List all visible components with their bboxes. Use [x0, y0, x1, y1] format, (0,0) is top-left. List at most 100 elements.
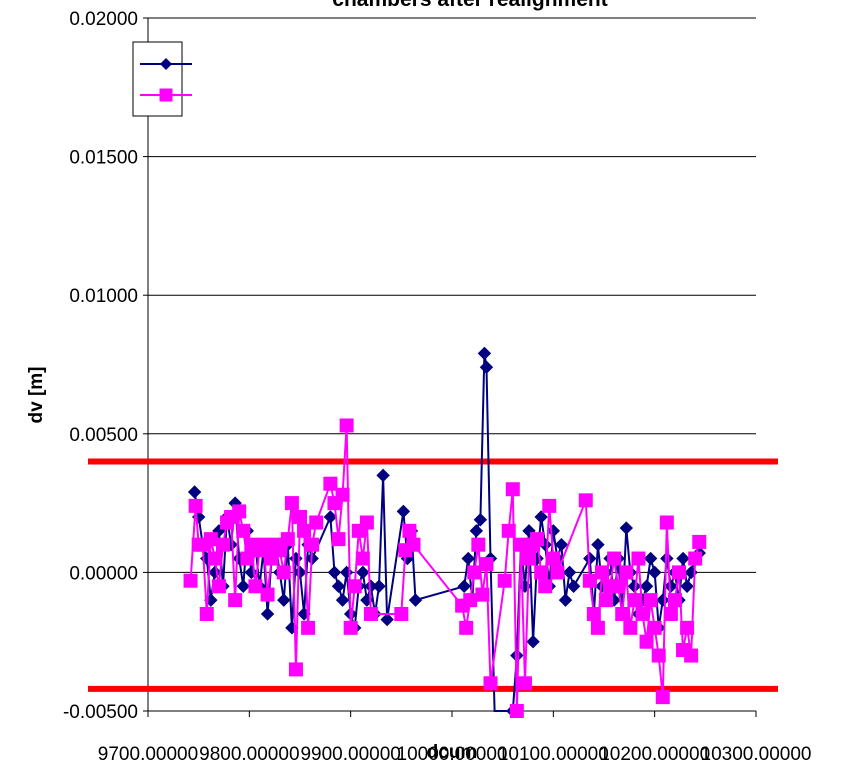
data-point	[473, 513, 488, 527]
y-tick-label: 0.00500	[69, 425, 138, 446]
data-point	[215, 537, 230, 552]
data-point	[554, 537, 569, 552]
data-point	[566, 579, 581, 593]
data-point	[228, 593, 243, 608]
data-point	[236, 579, 250, 593]
data-point	[372, 579, 386, 593]
legend-marker-1	[159, 88, 173, 102]
data-point	[323, 476, 338, 491]
data-point	[505, 482, 520, 497]
y-axis-label: dv [m]	[26, 367, 47, 424]
data-point	[335, 487, 350, 502]
data-point	[591, 537, 605, 552]
data-point	[509, 704, 524, 718]
data-point	[469, 524, 484, 538]
x-tick-label: 10300.00000	[701, 744, 812, 764]
data-point	[394, 606, 409, 621]
data-point	[582, 573, 597, 588]
data-point	[497, 573, 512, 588]
data-point	[232, 504, 247, 519]
data-point	[586, 606, 601, 621]
data-point	[619, 565, 634, 580]
data-point	[647, 565, 662, 580]
data-point	[477, 346, 492, 361]
data-point	[293, 565, 307, 580]
data-point	[461, 551, 475, 566]
data-point	[406, 537, 421, 552]
data-point	[248, 579, 263, 594]
data-point	[309, 515, 324, 530]
x-tick-label: 9800.00000	[199, 744, 299, 764]
data-point	[471, 537, 486, 552]
data-point	[463, 593, 478, 608]
data-point	[643, 551, 658, 566]
data-point	[331, 579, 346, 593]
data-point	[376, 468, 390, 483]
data-point	[534, 510, 548, 524]
data-point	[479, 557, 494, 572]
x-tick-label: 10000.00000	[397, 744, 508, 764]
data-point	[590, 620, 605, 635]
data-point	[643, 593, 658, 608]
data-point	[615, 606, 630, 621]
data-point	[305, 537, 320, 552]
y-tick-label: 0.02000	[69, 9, 138, 30]
data-point	[475, 587, 490, 602]
data-point	[522, 551, 537, 566]
data-point	[619, 521, 634, 535]
data-point	[692, 534, 707, 549]
x-tick-label: 9900.00000	[300, 744, 400, 764]
legend	[132, 41, 192, 117]
data-point	[479, 360, 494, 374]
data-point	[550, 565, 565, 580]
data-point	[199, 606, 214, 621]
data-point	[240, 551, 255, 566]
data-point	[594, 565, 609, 580]
data-point	[671, 565, 686, 580]
x-tick-labels: 9700.00000 9800.00000 9900.0000010000.0000…	[98, 711, 812, 764]
plot-area	[88, 17, 778, 718]
data-point	[659, 515, 674, 530]
data-point	[207, 551, 222, 566]
data-point	[611, 579, 626, 594]
data-point	[647, 620, 662, 635]
data-point	[380, 612, 394, 627]
y-tick-labels: -0.00500 0.00000 0.00500 0.01000 0.01500 0.02…	[63, 9, 148, 723]
data-point	[517, 676, 532, 691]
data-point	[327, 565, 342, 580]
data-point	[402, 523, 417, 538]
data-point	[335, 593, 350, 607]
data-point	[297, 523, 312, 538]
data-point	[562, 565, 577, 580]
data-point	[260, 587, 275, 602]
y-tick-label: 0.01000	[69, 286, 138, 307]
data-point	[331, 532, 346, 547]
data-point	[526, 634, 540, 649]
data-point	[339, 418, 354, 433]
data-point	[396, 504, 411, 519]
data-point	[276, 565, 291, 580]
data-point	[546, 551, 561, 566]
data-point	[187, 485, 202, 499]
y-tick-label: 0.01500	[69, 148, 138, 169]
data-point	[538, 579, 553, 594]
data-point	[578, 493, 593, 508]
data-point	[280, 532, 295, 547]
legend-items	[140, 58, 192, 102]
data-point	[627, 593, 642, 608]
data-point	[651, 648, 666, 663]
data-point	[183, 573, 198, 588]
data-point	[655, 690, 670, 705]
data-point	[457, 579, 471, 593]
x-axis-label: dcum	[427, 742, 478, 763]
data-point	[534, 565, 549, 580]
data-point	[288, 662, 303, 677]
data-point	[188, 498, 203, 513]
data-point	[359, 515, 374, 530]
x-tick-label: 10200.00000	[599, 744, 710, 764]
data-point	[623, 620, 638, 635]
data-point	[639, 634, 654, 649]
data-point	[459, 620, 474, 635]
data-point	[483, 676, 498, 691]
